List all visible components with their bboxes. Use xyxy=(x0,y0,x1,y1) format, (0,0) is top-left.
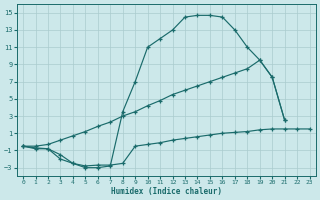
X-axis label: Humidex (Indice chaleur): Humidex (Indice chaleur) xyxy=(111,187,222,196)
